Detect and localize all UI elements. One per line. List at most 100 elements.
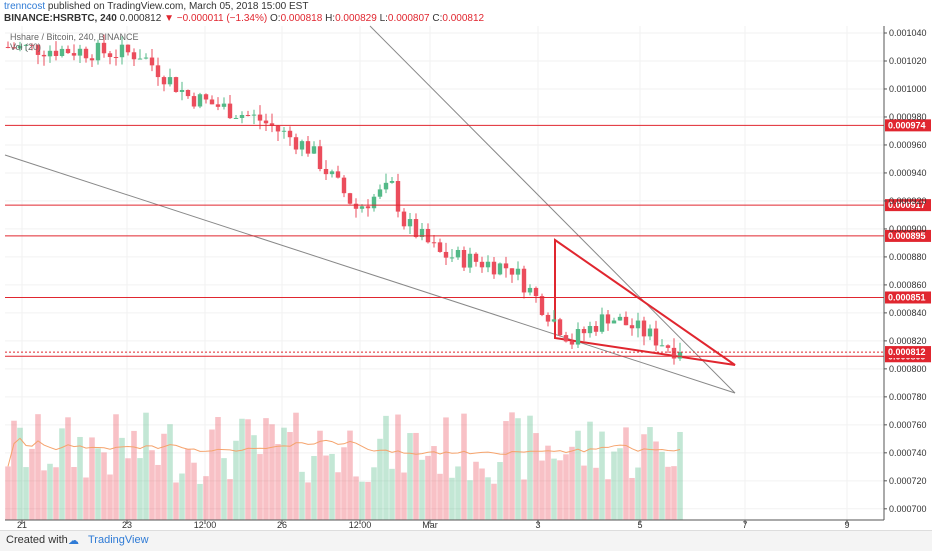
candle-body (143, 57, 149, 59)
volume-bar (125, 458, 131, 520)
price-tick-label: 0.000960 (889, 140, 927, 150)
lower-trendline[interactable] (4, 154, 736, 394)
candle-body (659, 345, 665, 347)
candle-body (569, 341, 575, 345)
level-price-label: 0.000974 (888, 120, 926, 130)
volume-bar (581, 465, 587, 520)
price-tick-label: 0.000780 (889, 392, 927, 402)
candle-body (173, 77, 179, 92)
volume-legend: Vol (20) (10, 42, 41, 52)
volume-bar (191, 462, 197, 520)
candle-body (485, 261, 491, 268)
time-tick-label: 12:00 (194, 520, 217, 530)
volume-bar (353, 476, 359, 520)
open-value: 0.000818 (280, 13, 323, 24)
volume-bar (221, 458, 227, 520)
volume-ma-line (7, 437, 681, 467)
volume-bar (551, 458, 557, 520)
candle-body (317, 146, 323, 169)
candle-body (449, 257, 455, 259)
volume-bar (17, 427, 23, 520)
volume-bar (377, 438, 383, 520)
volume-bar (461, 413, 467, 520)
candle-body (185, 89, 191, 97)
candle-body (209, 99, 215, 105)
volume-bar (53, 467, 59, 520)
price-tick-label: 0.000840 (889, 308, 927, 318)
candle-body (233, 117, 239, 119)
volume-bar (71, 467, 77, 520)
candle-body (395, 181, 401, 212)
price-tick-label: 0.001000 (889, 84, 927, 94)
candle-body (89, 58, 95, 61)
trend-lines[interactable] (4, 25, 736, 394)
volume-bar (83, 477, 89, 520)
level-price-badge (885, 119, 931, 132)
volume-bar (209, 429, 215, 520)
upper-trendline[interactable] (369, 25, 736, 394)
volume-bar (269, 424, 275, 520)
candle-body (455, 249, 461, 258)
candle-body (599, 314, 605, 332)
volume-bar (47, 463, 53, 520)
candle-body (593, 326, 599, 332)
candle-body (281, 130, 287, 132)
candle-body (41, 54, 47, 57)
tradingview-brand[interactable]: TradingView (88, 534, 149, 546)
volume-bar (23, 467, 29, 520)
ticker-label: BINANCE:HSRBTC, 240 (4, 13, 117, 24)
volume-bar (389, 468, 395, 520)
volume-bar (515, 418, 521, 520)
candle-body (215, 104, 221, 107)
candle-body (497, 263, 503, 275)
level-price-label: 0.000895 (888, 231, 926, 241)
candle-body (323, 168, 329, 175)
volume-bar (371, 467, 377, 520)
time-tick-label: 3 (535, 520, 540, 530)
author-link[interactable]: trenncost (4, 1, 46, 12)
price-tick-label: 0.000920 (889, 196, 927, 206)
volume-bar (299, 471, 305, 520)
candle-body (191, 96, 197, 107)
price-tick-label: 0.000820 (889, 336, 927, 346)
volume-bar (263, 418, 269, 520)
candle-body (623, 316, 629, 326)
candle-body (47, 50, 53, 57)
tradingview-logo-icon[interactable]: ☁ (68, 535, 79, 547)
price-chart[interactable]: 0.0009740.0009170.0008950.0008510.000809… (0, 0, 932, 530)
candle-body (377, 189, 383, 197)
candle-body (629, 325, 635, 329)
candle-body (311, 146, 317, 154)
candle-body (413, 219, 419, 238)
candle-body (473, 253, 479, 262)
candle-body (197, 94, 203, 107)
volume-bar (569, 446, 575, 520)
current-price-label: 0.000812 (888, 347, 926, 357)
candle-body (365, 206, 371, 209)
volume-bar (143, 412, 149, 520)
candle-body (227, 103, 233, 119)
candle-body (299, 141, 305, 150)
volume-bar (305, 482, 311, 520)
volume-bar (659, 451, 665, 520)
price-axis[interactable]: 0.001040 0.001020 0.001000 0.000980 0.000960… (883, 26, 927, 520)
volume-bar (197, 483, 203, 520)
volume-bar (11, 420, 17, 520)
candle-body (479, 261, 485, 268)
candle-body (503, 263, 509, 269)
footer-bar: Created with ☁ TradingView (0, 530, 932, 551)
horizontal-levels[interactable]: 0.0009740.0009170.0008950.0008510.000809… (5, 119, 931, 363)
candle-body (551, 319, 557, 322)
candle-body (53, 50, 59, 56)
candle-body (293, 137, 299, 150)
candle-body (17, 45, 23, 49)
candle-body (95, 42, 101, 61)
publish-line: trenncost published on TradingView.com, … (4, 1, 308, 12)
triangle-pattern[interactable] (554, 238, 736, 366)
volume-bar (245, 419, 251, 520)
time-axis[interactable]: 21 23 12:00 26 12:00 Mar 3 5 7 9 (5, 519, 884, 530)
candle-body (101, 42, 107, 54)
price-tick-label: 0.000760 (889, 420, 927, 430)
candle-body (539, 296, 545, 315)
volume-bar (617, 448, 623, 520)
